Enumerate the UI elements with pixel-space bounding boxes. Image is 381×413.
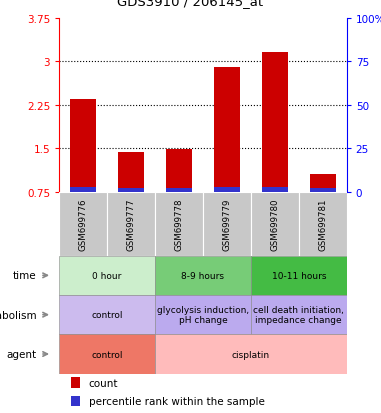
Bar bbox=[155, 256, 251, 295]
Bar bbox=[70, 188, 96, 192]
Text: cisplatin: cisplatin bbox=[232, 350, 270, 358]
Text: GSM699778: GSM699778 bbox=[174, 198, 183, 250]
Bar bbox=[262, 53, 288, 192]
Text: time: time bbox=[13, 271, 37, 281]
Text: control: control bbox=[91, 311, 123, 319]
Bar bbox=[59, 256, 155, 295]
Bar bbox=[155, 192, 203, 256]
Bar bbox=[262, 188, 288, 192]
Text: percentile rank within the sample: percentile rank within the sample bbox=[89, 396, 264, 406]
Text: GDS3910 / 206145_at: GDS3910 / 206145_at bbox=[117, 0, 264, 8]
Bar bbox=[59, 295, 155, 335]
Bar bbox=[166, 150, 192, 192]
Bar bbox=[70, 396, 80, 406]
Bar bbox=[118, 189, 144, 192]
Bar bbox=[155, 295, 251, 335]
Bar bbox=[155, 335, 347, 374]
Bar bbox=[214, 188, 240, 192]
Bar bbox=[70, 100, 96, 192]
Text: control: control bbox=[91, 350, 123, 358]
Text: 8-9 hours: 8-9 hours bbox=[181, 271, 224, 280]
Text: GSM699781: GSM699781 bbox=[318, 198, 327, 250]
Bar bbox=[118, 153, 144, 192]
Bar bbox=[203, 192, 251, 256]
Bar bbox=[299, 192, 347, 256]
Text: glycolysis induction,
pH change: glycolysis induction, pH change bbox=[157, 305, 249, 325]
Bar bbox=[214, 68, 240, 192]
Text: 0 hour: 0 hour bbox=[92, 271, 122, 280]
Text: GSM699780: GSM699780 bbox=[270, 198, 279, 250]
Text: GSM699777: GSM699777 bbox=[126, 198, 136, 250]
Bar bbox=[70, 377, 80, 388]
Text: 10-11 hours: 10-11 hours bbox=[272, 271, 326, 280]
Text: GSM699776: GSM699776 bbox=[78, 198, 88, 250]
Bar bbox=[251, 192, 299, 256]
Text: GSM699779: GSM699779 bbox=[223, 198, 231, 250]
Bar bbox=[309, 175, 336, 192]
Text: metabolism: metabolism bbox=[0, 310, 37, 320]
Bar bbox=[309, 189, 336, 192]
Bar bbox=[59, 192, 107, 256]
Bar bbox=[107, 192, 155, 256]
Text: cell death initiation,
impedance change: cell death initiation, impedance change bbox=[253, 305, 344, 325]
Bar bbox=[251, 256, 347, 295]
Text: count: count bbox=[89, 378, 118, 388]
Bar bbox=[59, 335, 155, 374]
Bar bbox=[166, 189, 192, 192]
Bar bbox=[251, 295, 347, 335]
Text: agent: agent bbox=[6, 349, 37, 359]
